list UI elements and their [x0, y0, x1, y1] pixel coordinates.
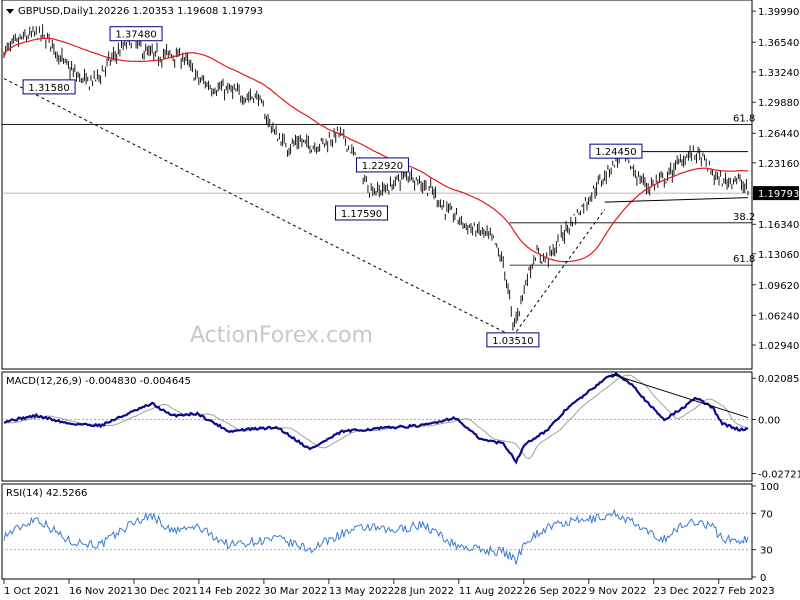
ma-series-line: [3, 37, 749, 263]
rsi-y-tick-label: 30: [760, 546, 773, 557]
fib-label: 61.8: [733, 114, 755, 125]
y-tick-label: 1.39990: [758, 7, 799, 18]
macd-y-tick-label: 0.00: [758, 416, 780, 427]
macd-panel-frame: [1, 371, 753, 482]
y-tick-label: 1.09620: [758, 281, 799, 292]
price-label-box: [22, 79, 76, 95]
x-tick-label: 14 Feb 2022: [199, 586, 261, 597]
price-labels: 1.37480 1.31580 1.22920 1.17590 1.24450 1.035…: [22, 26, 643, 348]
y-tick-label: 1.23160: [758, 159, 799, 170]
macd-signal-line: [4, 374, 749, 460]
macd-lines: [2, 371, 752, 465]
x-tick-label: 9 Nov 2022: [589, 586, 647, 597]
x-axis: 1 Oct 2021 16 Nov 2021 30 Dec 2021 14 Feb 2…: [3, 579, 775, 597]
x-tick-label: 26 Sep 2022: [524, 586, 587, 597]
price-label-box: [486, 332, 540, 348]
price-chart-title: GBPUSD,Daily: [18, 6, 89, 17]
price-panel-frame: [1, 0, 753, 370]
x-tick-label: 28 Jun 2022: [394, 586, 454, 597]
macd-y-tick-label: -0.027213: [758, 469, 800, 480]
price-label-box: [589, 143, 643, 159]
y-tick-label: 1.26440: [758, 129, 799, 140]
x-tick-label: 11 Aug 2022: [459, 586, 523, 597]
fib-label: 61.8: [733, 254, 755, 265]
macd-trend-line: [610, 373, 749, 419]
rsi-y-tick-label: 70: [760, 509, 773, 520]
price-bars: [3, 24, 749, 331]
y-tick-label: 1.02940: [758, 341, 799, 352]
rsi-panel-frame: [1, 483, 753, 580]
price-label: 1.22920: [362, 161, 403, 172]
last-price-label: 1.19793: [758, 189, 799, 200]
price-label: 1.31580: [28, 83, 69, 94]
y-tick-label: 1.13060: [758, 250, 799, 261]
rsi-y-tick-label: 0: [760, 573, 766, 584]
moving-average: [3, 37, 749, 263]
x-tick-label: 30 Dec 2021: [134, 586, 198, 597]
price-hlines: 61.8 38.2 61.8: [2, 114, 755, 266]
dropdown-triangle-icon[interactable]: [6, 9, 14, 14]
price-ohlc: 1.20226 1.20353 1.19608 1.19793: [88, 6, 263, 17]
dotted-trend-line: [3, 78, 514, 337]
y-tick-label: 1.06240: [758, 311, 799, 322]
y-tick-label: 1.36540: [758, 38, 799, 49]
price-y-axis: 1.39990 1.36540 1.33240 1.29880 1.26440 1.231…: [752, 7, 799, 352]
fib-label: 38.2: [733, 212, 755, 223]
price-label-box: [355, 157, 409, 173]
macd-y-axis: 0.020858 0.00 -0.027213: [752, 374, 800, 480]
price-label-box: [109, 26, 163, 42]
rsi-line: [3, 508, 749, 565]
price-label: 1.37480: [115, 30, 156, 41]
x-tick-label: 16 Nov 2021: [69, 586, 133, 597]
x-tick-label: 30 Mar 2022: [264, 586, 327, 597]
rsi-title: RSI(14) 42.5266: [6, 488, 87, 499]
support-trend-line: [604, 197, 749, 203]
dotted-trend-line: [512, 208, 606, 337]
x-tick-label: 1 Oct 2021: [4, 586, 59, 597]
rsi-lines: [2, 508, 752, 565]
macd-y-tick-label: 0.020858: [758, 374, 800, 385]
last-price-badge: [753, 186, 799, 201]
price-label: 1.17590: [341, 209, 382, 220]
price-label: 1.03510: [492, 336, 533, 347]
x-tick-label: 23 Dec 2022: [654, 586, 718, 597]
rsi-y-axis: 100 70 30 0: [752, 482, 779, 584]
x-tick-label: 13 May 2022: [329, 586, 394, 597]
y-tick-label: 1.29880: [758, 98, 799, 109]
x-tick-label: 7 Feb 2023: [719, 586, 775, 597]
price-label-box: [335, 205, 389, 221]
y-tick-label: 1.16340: [758, 220, 799, 231]
y-tick-label: 1.33240: [758, 68, 799, 79]
price-label: 1.24450: [595, 147, 636, 158]
macd-title: MACD(12,26,9) -0.004830 -0.004645: [6, 376, 191, 387]
rsi-y-tick-label: 100: [760, 482, 779, 493]
watermark: ActionForex.com: [190, 323, 373, 348]
macd-line: [3, 371, 749, 465]
